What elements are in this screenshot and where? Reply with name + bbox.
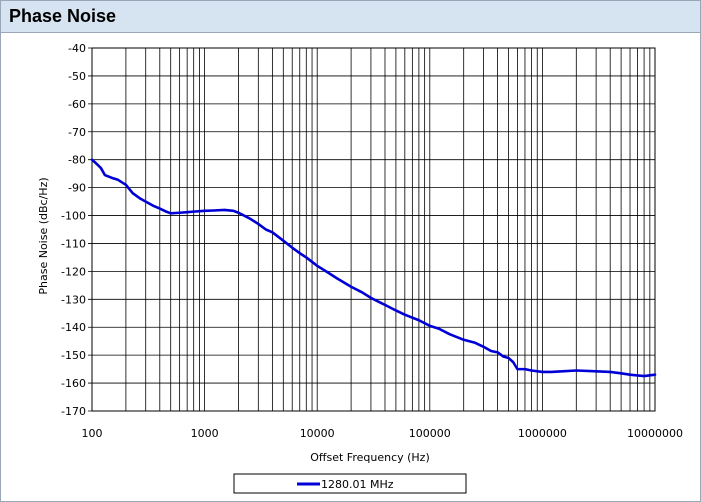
y-tick-label: -140 [61,321,86,334]
x-tick-label: 10000000 [627,427,683,440]
tick-labels: -170 -160 -150 -140 -130 -120 -110 -100 -90 -80 -7… [61,42,683,440]
y-tick-label: -110 [61,237,86,250]
grid [88,47,656,412]
panel-header: Phase Noise [1,1,700,33]
legend: 1280.01 MHz [233,473,467,494]
x-tick-label: 100000 [409,427,451,440]
y-tick-label: -80 [68,154,86,167]
y-axis-label: Phase Noise (dBc/Hz) [37,177,50,294]
y-tick-label: -40 [68,42,86,55]
y-tick-label: -170 [61,405,86,418]
y-tick-label: -70 [68,126,86,139]
series-layer [90,158,657,378]
y-tick-label: -50 [68,70,86,83]
x-tick-label: 1000 [191,427,219,440]
panel-title: Phase Noise [9,6,117,26]
y-tick-label: -150 [61,349,86,362]
x-tick-label: 10000 [300,427,335,440]
series-line [90,158,657,378]
y-tick-label: -100 [61,210,86,223]
plot-area [91,47,656,412]
y-tick-label: -90 [68,182,86,195]
y-tick-label: -130 [61,293,86,306]
y-tick-label: -160 [61,377,86,390]
y-tick-label: -60 [68,98,86,111]
legend-box [233,473,467,494]
x-axis-label: Offset Frequency (Hz) [310,451,430,464]
legend-label: 1280.01 MHz [321,478,394,491]
x-tick-label: 1000000 [518,427,567,440]
x-tick-label: 100 [82,427,103,440]
y-tick-label: -120 [61,265,86,278]
